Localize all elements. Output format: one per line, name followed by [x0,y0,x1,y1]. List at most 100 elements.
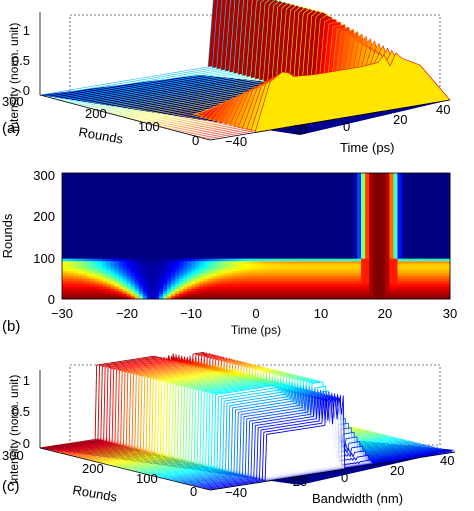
heatmap-cell [353,195,358,199]
heatmap-cell [98,258,103,262]
heatmap-cell [215,258,221,262]
heatmap-cell [256,223,261,227]
heatmap-cell [175,225,180,229]
heatmap-cell [389,266,394,270]
heatmap-cell [385,281,390,285]
heatmap-cell [357,185,362,189]
heatmap-cell [340,251,346,255]
heatmap-cell [106,198,111,202]
heatmap-cell [231,205,237,209]
heatmap-cell [62,220,67,224]
heatmap-cell [94,241,99,244]
heatmap-cell [369,271,374,275]
heatmap-cell [437,296,443,300]
heatmap-cell [344,175,350,179]
heatmap-cell [163,203,168,207]
heatmap-cell [357,190,362,194]
heatmap-cell [397,233,402,237]
heatmap-cell [114,266,119,270]
heatmap-cell [413,203,419,207]
heatmap-cell [361,198,366,202]
heatmap-cell [239,273,245,277]
heatmap-cell [409,190,415,194]
heatmap-cell [433,251,439,255]
heatmap-cell [70,288,75,292]
heatmap-cell [70,243,75,247]
heatmap-cell [215,233,221,237]
heatmap-cell [235,193,241,197]
heatmap-cell [272,195,277,199]
heatmap-cell [62,278,67,282]
heatmap-cell [296,246,301,249]
heatmap-cell [284,233,289,237]
heatmap-cell [268,286,273,290]
heatmap-cell [86,233,91,237]
heatmap-cell [167,220,172,224]
heatmap-cell [336,175,342,179]
heatmap-cell [433,220,439,224]
heatmap-cell [138,238,144,242]
heatmap-cell [284,220,289,224]
heatmap-cell [340,195,346,199]
heatmap-cell [66,190,71,194]
heatmap-cell [163,228,168,232]
heatmap-cell [312,200,318,204]
heatmap-cell [98,208,103,212]
heatmap-cell [296,198,301,202]
heatmap-cell [441,258,447,262]
heatmap-cell [98,228,103,232]
heatmap-cell [324,288,330,292]
heatmap-cell [308,251,313,255]
heatmap-cell [324,210,330,214]
heatmap-cell [336,273,342,277]
heatmap-cell [381,223,386,227]
heatmap-cell [296,180,301,184]
heatmap-cell [272,256,277,260]
heatmap-cell [203,185,208,189]
heatmap-cell [268,243,273,247]
heatmap-cell [260,190,265,194]
heatmap-cell [86,251,91,255]
heatmap-cell [308,220,313,224]
heatmap-cell [304,278,309,282]
heatmap-cell [377,198,382,202]
heatmap-cell [268,238,273,242]
heatmap-cell [195,175,200,179]
heatmap-cell [417,183,423,186]
heatmap-cell [353,198,358,202]
heatmap-cell [381,268,386,272]
heatmap-cell [272,198,277,202]
heatmap-cell [74,185,79,189]
heatmap-cell [159,215,164,219]
heatmap-cell [421,283,427,287]
heatmap-cell [247,185,253,189]
heatmap-cell [361,236,366,239]
heatmap-cell [134,215,140,219]
heatmap-cell [320,215,326,219]
heatmap-cell [292,271,297,275]
heatmap-cell [82,251,87,255]
heatmap-cell [365,286,370,290]
heatmap-cell [74,208,79,212]
heatmap-cell [389,173,394,176]
heatmap-cell [288,200,293,204]
heatmap-cell [126,283,132,287]
heatmap-cell [215,205,221,209]
heatmap-cell [316,225,322,229]
heatmap-cell [78,180,83,184]
heatmap-cell [130,273,136,277]
heatmap-cell [397,288,402,292]
heatmap-cell [409,241,415,244]
heatmap-cell [150,248,156,252]
heatmap-cell [324,193,330,197]
heatmap-cell [102,183,107,186]
heatmap-cell [199,178,204,181]
heatmap-cell [272,276,277,280]
heatmap-cell [235,253,241,257]
heatmap-cell [357,225,362,229]
heatmap-cell [340,243,346,247]
heatmap-cell [183,291,188,295]
heatmap-cell [409,215,415,219]
heatmap-cell [102,241,107,244]
heatmap-cell [78,273,83,277]
